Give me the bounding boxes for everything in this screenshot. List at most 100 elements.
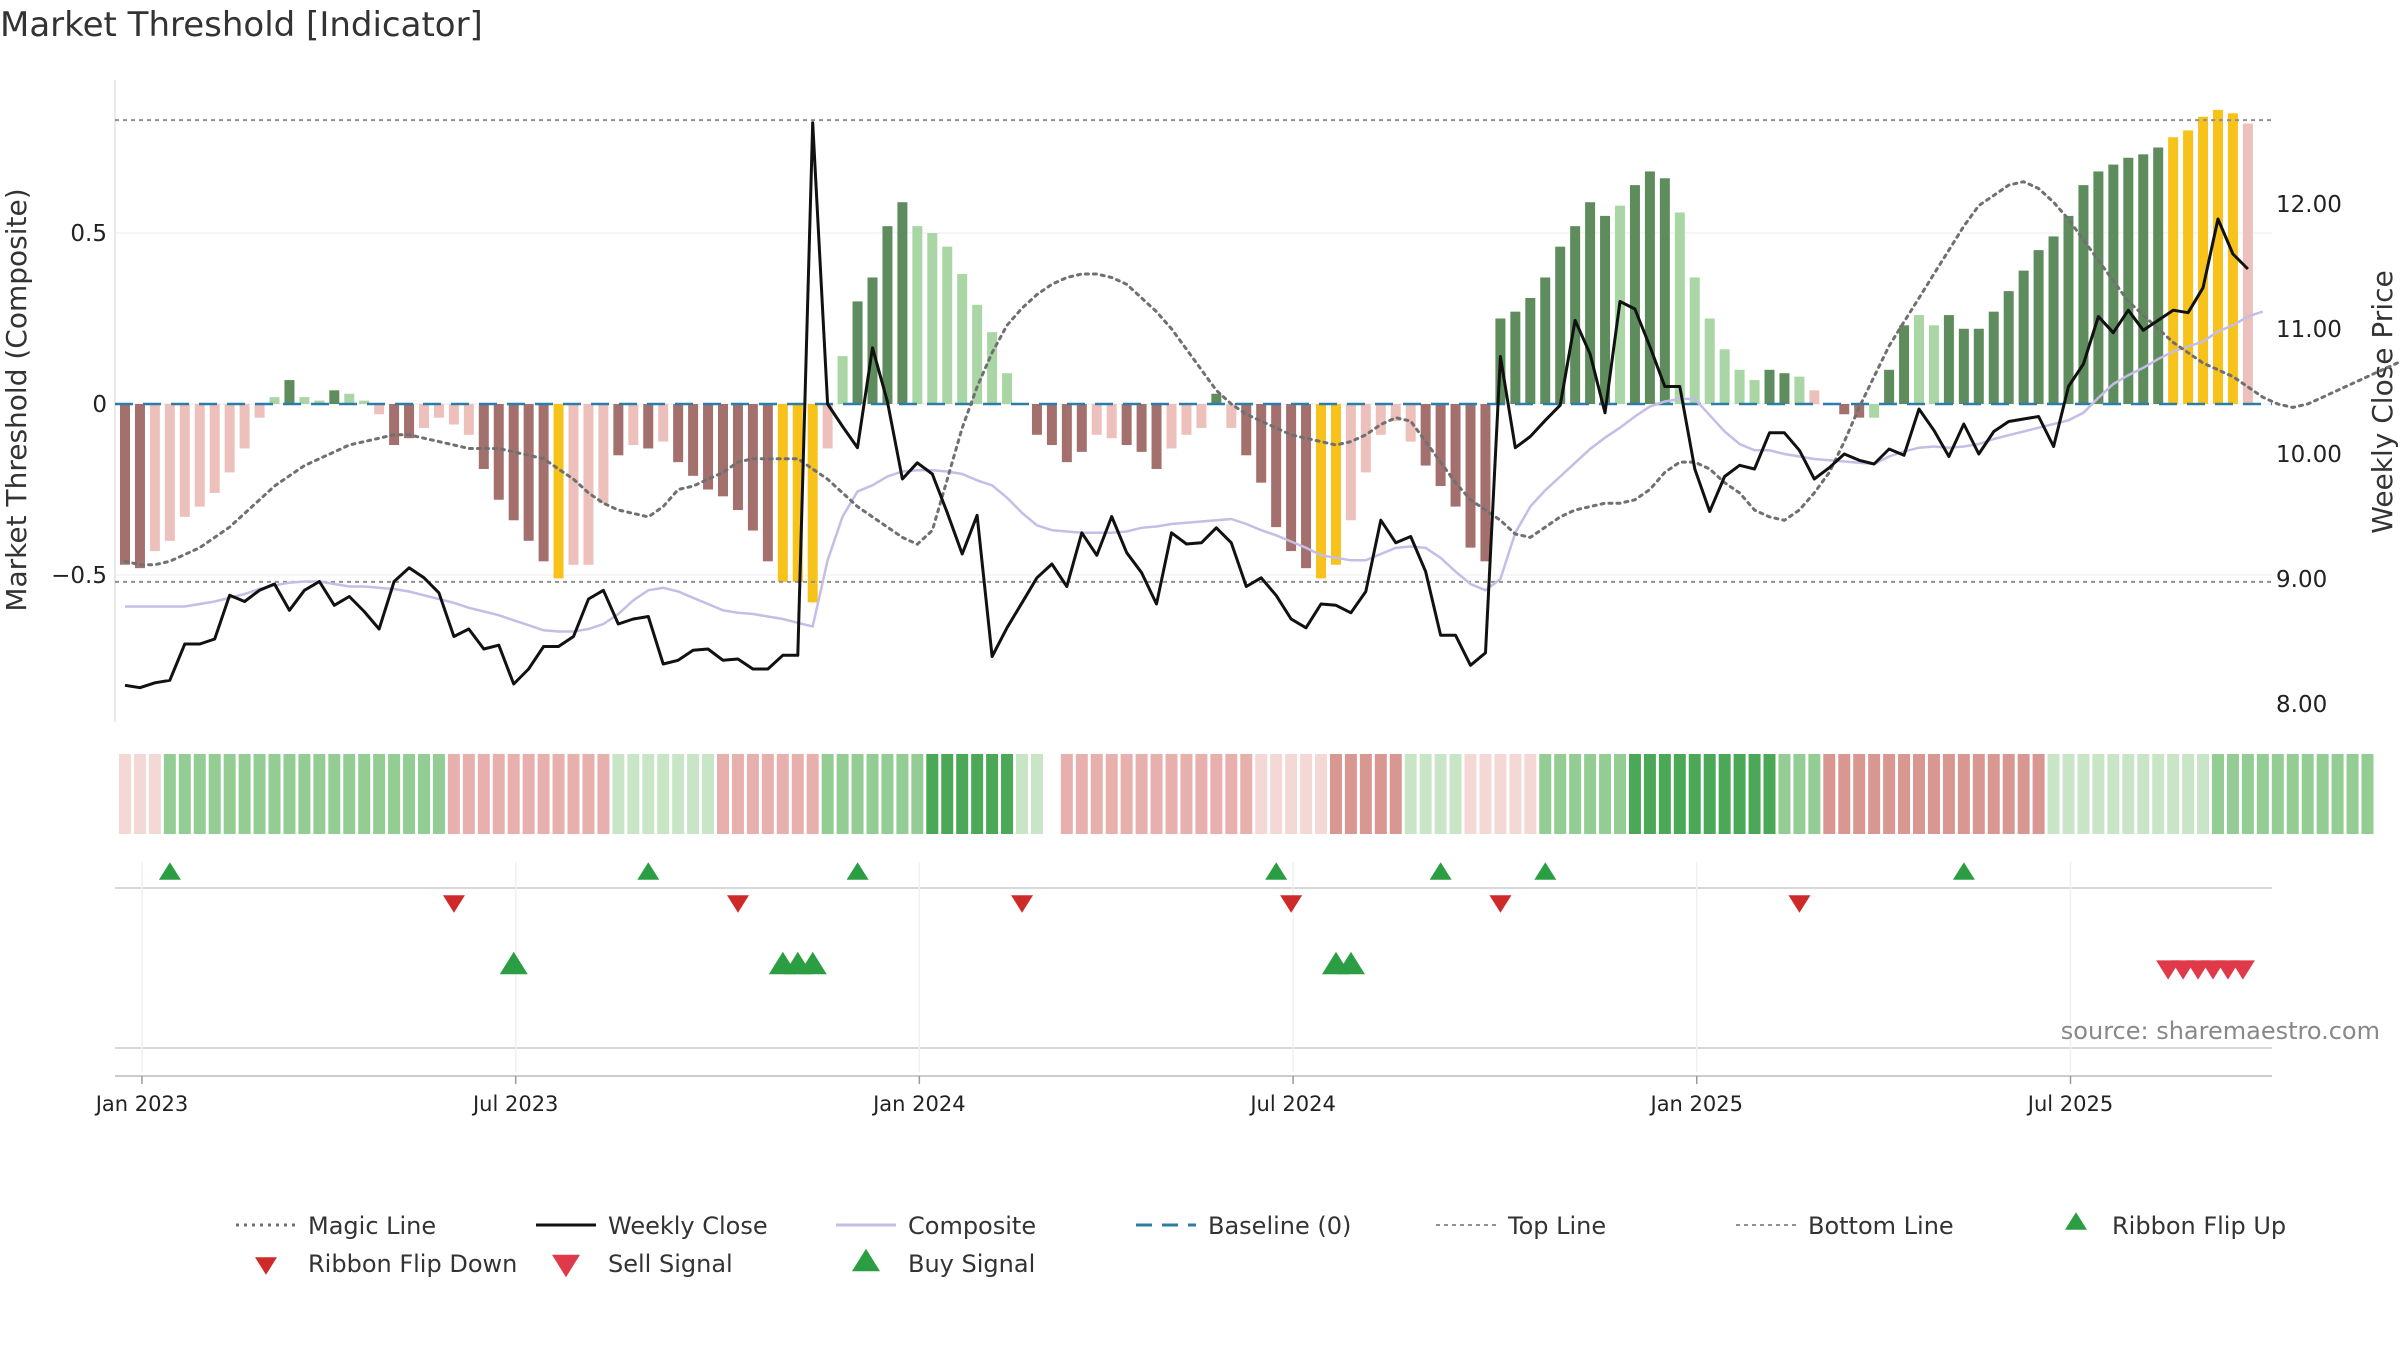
threshold-bar — [1241, 404, 1252, 456]
source-credit: source: sharemaestro.com — [2061, 1017, 2380, 1045]
ribbon-cell — [2182, 754, 2195, 834]
ribbon-cell — [193, 754, 206, 834]
ribbon-cell — [1464, 754, 1477, 834]
threshold-bar — [2078, 185, 2089, 404]
threshold-bar — [2242, 123, 2253, 404]
threshold-bar — [2138, 154, 2149, 404]
ribbon-cell — [238, 754, 251, 834]
ribbon-cell — [2212, 754, 2224, 834]
ribbon-cell — [223, 754, 236, 834]
ribbon-cell — [2256, 754, 2269, 834]
ribbon-cell — [836, 754, 849, 834]
ribbon-cell — [1643, 754, 1656, 834]
threshold-bar — [613, 404, 624, 456]
ribbon-cell — [911, 754, 924, 834]
threshold-bar — [149, 404, 160, 552]
ribbon-cell — [1913, 754, 1925, 834]
threshold-bar — [1659, 178, 1670, 404]
ribbon-cell — [283, 754, 296, 834]
ribbon-cell — [148, 754, 161, 834]
ribbon-cell — [1449, 754, 1462, 834]
threshold-bar — [1585, 202, 1596, 404]
threshold-bar — [1002, 373, 1013, 404]
threshold-bar — [2153, 147, 2164, 404]
ribbon-cell — [1315, 754, 1327, 834]
ribbon-cell — [1060, 754, 1073, 834]
ribbon-flip-down-marker — [442, 895, 465, 913]
ribbon-cell — [2241, 754, 2254, 834]
ribbon-flip-down-marker — [1280, 895, 1303, 913]
threshold-bar — [688, 404, 699, 476]
ribbon-cell — [1240, 754, 1253, 834]
legend-swatch — [852, 1248, 880, 1272]
ribbon-cell — [1733, 754, 1746, 834]
threshold-bar — [254, 404, 265, 418]
threshold-bar — [493, 404, 504, 500]
ribbon-cell — [2047, 754, 2060, 834]
ribbon-cell — [1300, 754, 1313, 834]
ribbon-cell — [627, 754, 640, 834]
threshold-bar — [1226, 404, 1237, 428]
threshold-bar — [1450, 404, 1461, 507]
ribbon-cell — [2226, 754, 2239, 834]
ribbon-cell — [702, 754, 715, 834]
ribbon-cell — [178, 754, 191, 834]
threshold-bar — [2033, 250, 2044, 404]
ribbon-cell — [1703, 754, 1716, 834]
threshold-bar — [747, 404, 758, 531]
ribbon-cell — [657, 754, 670, 834]
ribbon-cell — [1225, 754, 1238, 834]
sell-signal-marker — [2230, 960, 2255, 980]
ribbon-cell — [612, 754, 625, 834]
ribbon-cell — [1090, 754, 1103, 834]
ribbon-flip-down-marker — [1489, 895, 1512, 913]
legend-swatch — [552, 1254, 580, 1278]
ribbon-cell — [2032, 754, 2045, 834]
ribbon-cell — [1404, 754, 1417, 834]
ribbon-cell — [1599, 754, 1612, 834]
ribbon-cell — [1120, 754, 1133, 834]
threshold-bar — [1480, 404, 1491, 562]
ribbon-cell — [253, 754, 266, 834]
ribbon-cell — [2346, 754, 2359, 834]
ribbon-cell — [373, 754, 386, 834]
ribbon-cell — [507, 754, 520, 834]
ribbon-cell — [1853, 754, 1866, 834]
threshold-bar — [2123, 157, 2134, 404]
ribbon-cell — [268, 754, 281, 834]
ribbon-cell — [2077, 754, 2090, 834]
ribbon-cell — [208, 754, 221, 834]
legend-item: Weekly Close — [536, 1212, 768, 1240]
threshold-bar — [1749, 380, 1760, 404]
legend-label: Ribbon Flip Down — [308, 1250, 517, 1278]
threshold-bar — [1719, 349, 1730, 404]
threshold-bar — [1091, 404, 1102, 435]
x-tick-label: Jul 2025 — [2026, 1092, 2113, 1116]
ribbon-cell — [119, 754, 131, 834]
legend-item: Magic Line — [236, 1212, 436, 1240]
threshold-bar — [2227, 113, 2238, 405]
ribbon-cell — [2092, 754, 2105, 834]
ribbon-flip-down-marker — [727, 895, 749, 913]
right-axis-label: Weekly Close Price — [2366, 270, 2399, 533]
threshold-bar — [852, 301, 863, 404]
ribbon-cell — [2002, 754, 2015, 834]
threshold-bar — [508, 404, 519, 521]
ribbon-cell — [971, 754, 984, 834]
legend-item: Composite — [836, 1212, 1036, 1240]
threshold-bar — [1794, 376, 1805, 404]
ribbon-flip-up-marker — [1534, 862, 1557, 880]
legend-item: Buy Signal — [852, 1248, 1035, 1278]
threshold-bar — [239, 404, 250, 449]
ribbon-cell — [866, 754, 879, 834]
threshold-bar — [1704, 318, 1715, 404]
legend-item: Top Line — [1436, 1212, 1606, 1240]
ribbon-cell — [328, 754, 341, 834]
legend-item: Sell Signal — [552, 1250, 733, 1278]
ribbon-cell — [567, 754, 580, 834]
ribbon-cell — [1030, 754, 1043, 834]
threshold-bar — [643, 404, 654, 449]
threshold-bar — [673, 404, 684, 463]
ribbon-flip-down-marker — [1011, 895, 1034, 913]
ribbon-cell — [1374, 754, 1387, 834]
